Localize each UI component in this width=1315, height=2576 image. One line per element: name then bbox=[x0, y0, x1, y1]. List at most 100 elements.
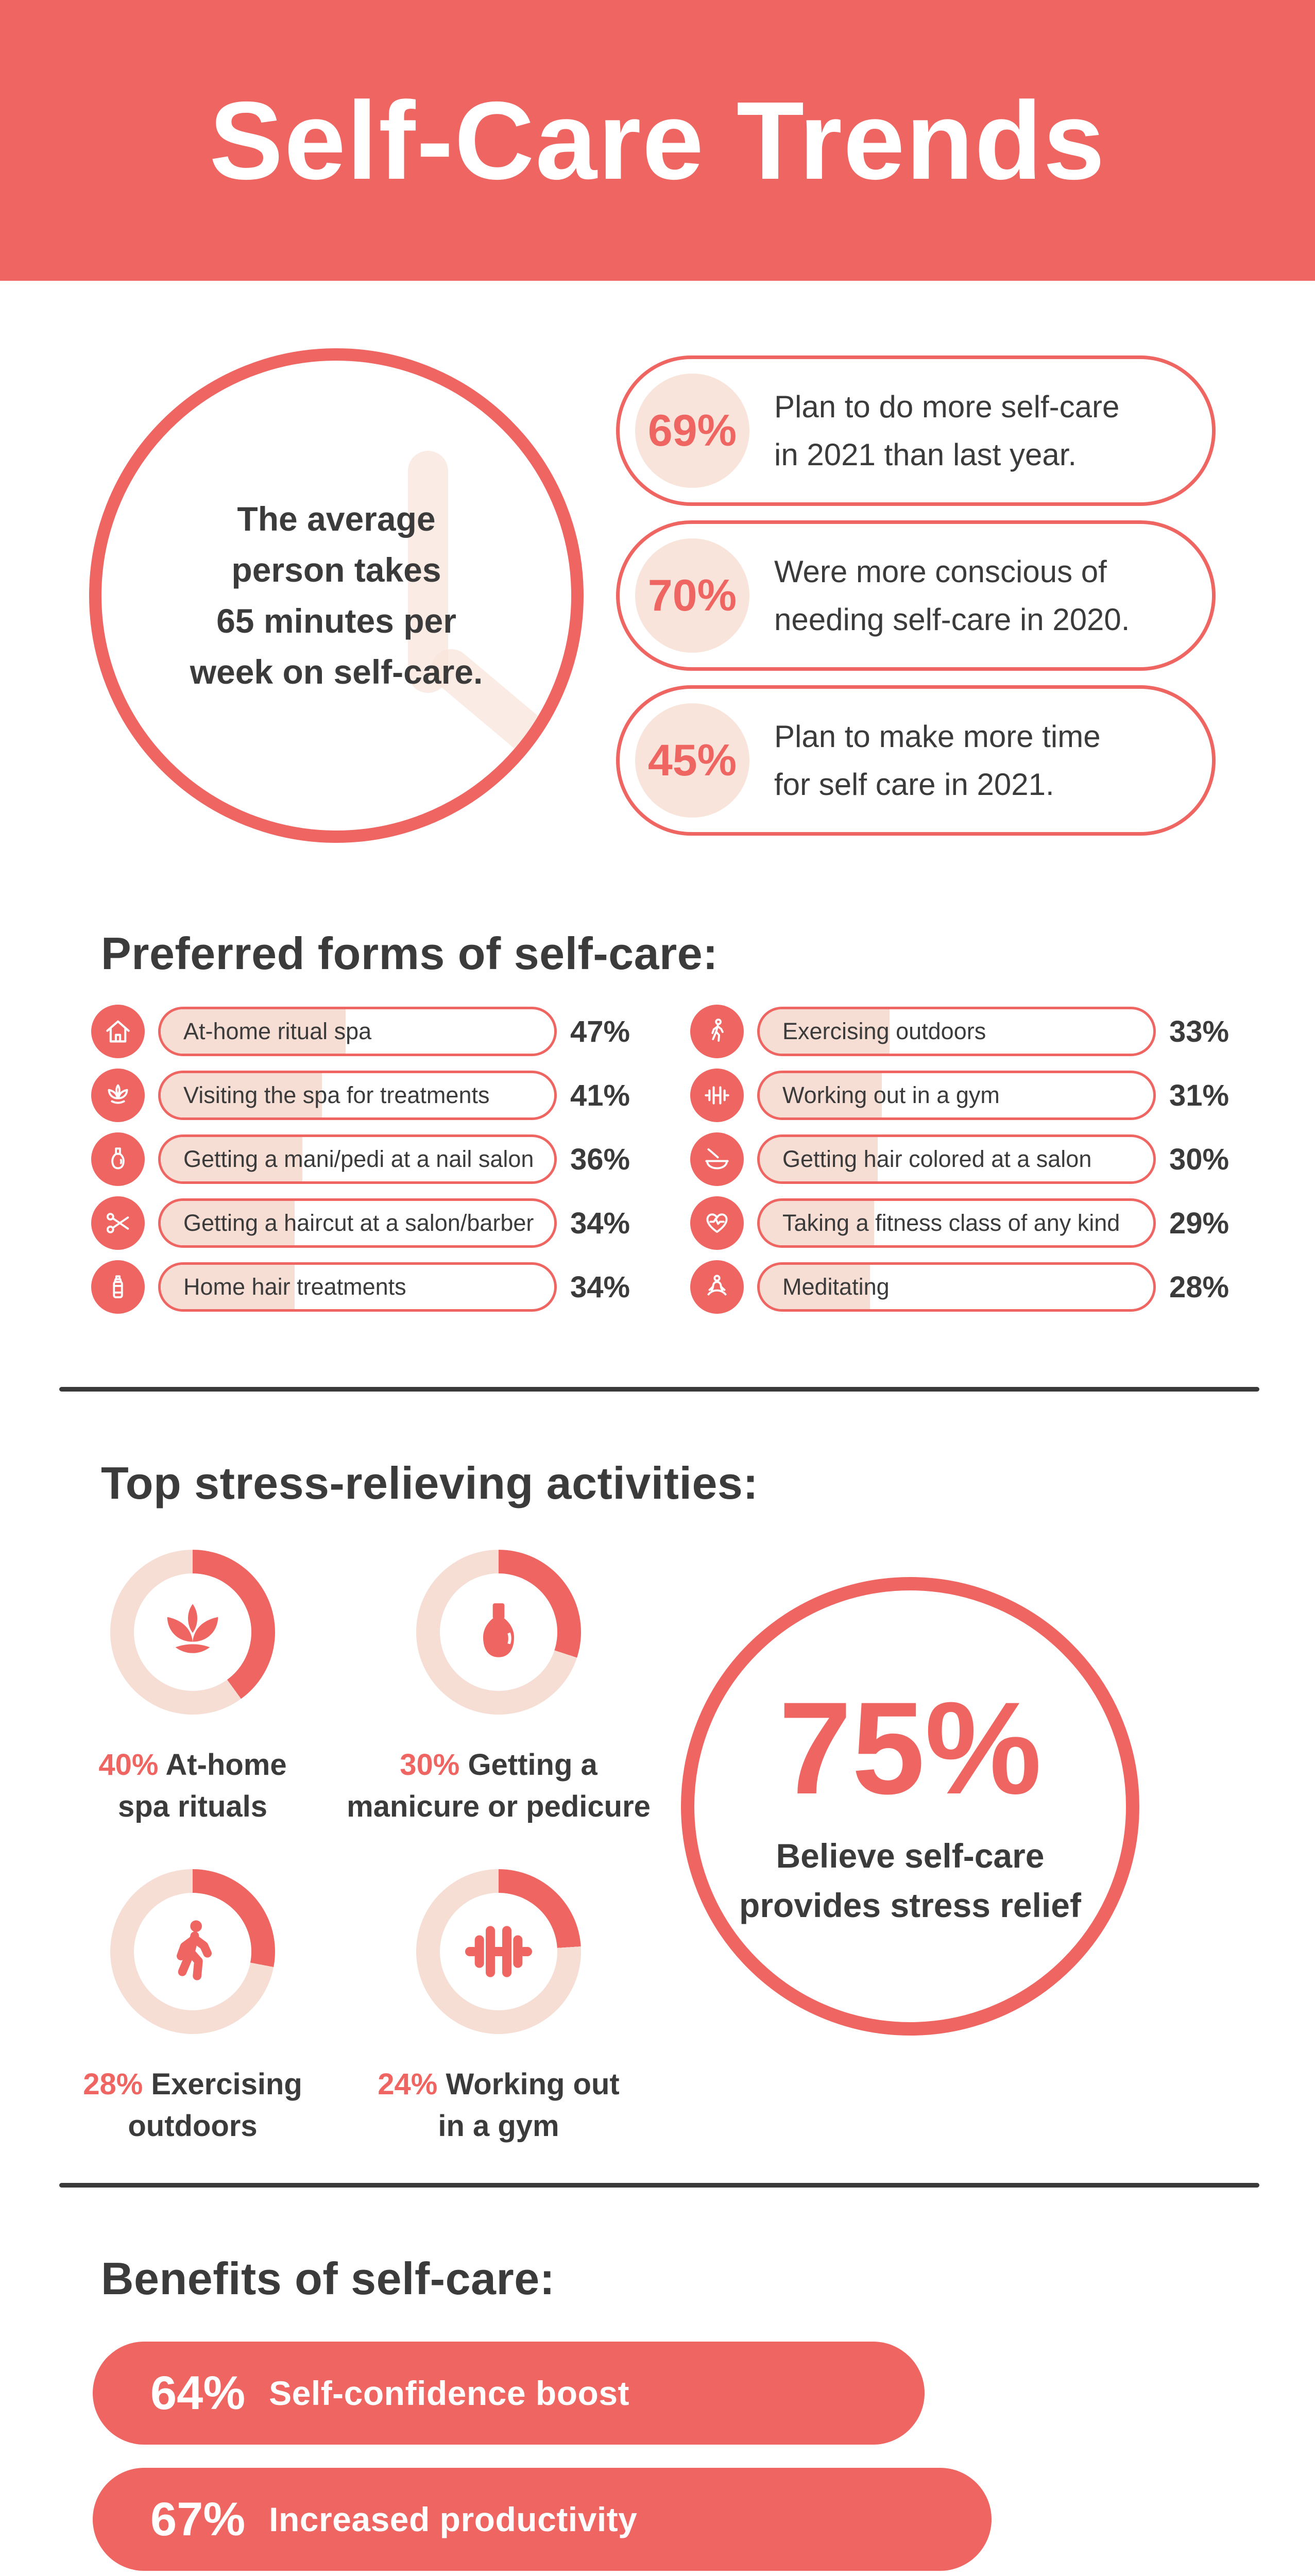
benefit-bar: 67% Increased productivity bbox=[93, 2468, 992, 2571]
pref-bar: Meditating bbox=[757, 1262, 1156, 1312]
list-item: Home hair treatments 34% bbox=[91, 1260, 653, 1314]
pref-value: 47% bbox=[570, 1014, 630, 1048]
header-banner: Self-Care Trends bbox=[0, 0, 1315, 281]
stat-pill: 70% Were more conscious of needing self-… bbox=[616, 520, 1216, 671]
nail-polish-icon bbox=[91, 1132, 145, 1186]
list-item: Taking a fitness class of any kind 29% bbox=[690, 1196, 1252, 1250]
highlight-text: Believe self-care provides stress relief bbox=[739, 1836, 1081, 1924]
pref-bar-fill bbox=[161, 1073, 322, 1117]
pref-value: 36% bbox=[570, 1142, 630, 1176]
pref-label: Getting hair colored at a salon bbox=[782, 1146, 1092, 1172]
pref-bar: Visiting the spa for treatments bbox=[158, 1071, 557, 1120]
list-item: Meditating 28% bbox=[690, 1260, 1252, 1314]
benefits-section-heading: Benefits of self-care: bbox=[101, 2253, 555, 2304]
stat-pill: 45% Plan to make more time for self care… bbox=[616, 685, 1216, 836]
stat-bubble: 70% bbox=[635, 538, 749, 653]
pref-label: Visiting the spa for treatments bbox=[183, 1082, 490, 1108]
donut-chart-exercise-outdoors bbox=[110, 1869, 275, 2034]
donut-label: 30% Getting a manicure or pedicure bbox=[344, 1744, 653, 1827]
donut-value: 40% bbox=[98, 1748, 159, 1782]
pref-bar: Home hair treatments bbox=[158, 1262, 557, 1312]
benefit-bar: 64% Self-confidence boost bbox=[93, 2342, 925, 2445]
pref-label: Taking a fitness class of any kind bbox=[782, 1210, 1120, 1236]
list-item: Working out in a gym 31% bbox=[690, 1069, 1252, 1122]
list-item: Exercising outdoors 33% bbox=[690, 1005, 1252, 1058]
donut-chart-manicure bbox=[416, 1550, 581, 1715]
stat-pill: 69% Plan to do more self-care in 2021 th… bbox=[616, 355, 1216, 506]
stat-value: 45% bbox=[647, 735, 737, 785]
walking-icon bbox=[690, 1005, 744, 1058]
pref-bar: Working out in a gym bbox=[757, 1071, 1156, 1120]
hair-product-icon bbox=[91, 1260, 145, 1314]
pref-label: Exercising outdoors bbox=[782, 1018, 986, 1044]
list-item: Getting a haircut at a salon/barber 34% bbox=[91, 1196, 653, 1250]
stat-text: Were more conscious of needing self-care… bbox=[774, 554, 1130, 637]
nail-polish-icon bbox=[440, 1573, 557, 1691]
pref-bar: Taking a fitness class of any kind bbox=[757, 1198, 1156, 1248]
dumbbell-icon bbox=[690, 1069, 744, 1122]
pref-value: 28% bbox=[1169, 1270, 1229, 1304]
donut-value: 30% bbox=[400, 1748, 460, 1782]
pref-bar: Getting a haircut at a salon/barber bbox=[158, 1198, 557, 1248]
benefit-label: Increased productivity bbox=[269, 2500, 638, 2538]
dumbbell-icon bbox=[440, 1893, 557, 2010]
donut-text: Working out in a gym bbox=[438, 2067, 620, 2143]
preferred-list-right: Exercising outdoors 33% Working out in a… bbox=[690, 1005, 1252, 1324]
hair-color-icon bbox=[690, 1132, 744, 1186]
donut-text: At-home spa rituals bbox=[117, 1748, 287, 1824]
stat-text: Plan to do more self-care in 2021 than l… bbox=[774, 389, 1120, 472]
pref-label: At-home ritual spa bbox=[183, 1018, 372, 1044]
pref-label: Home hair treatments bbox=[183, 1274, 406, 1300]
donut-label: 24% Working out in a gym bbox=[370, 2063, 627, 2147]
stat-bubble: 45% bbox=[635, 703, 749, 818]
pref-label: Working out in a gym bbox=[782, 1082, 1000, 1108]
section-divider bbox=[59, 1387, 1259, 1392]
average-time-circle: The average person takes 65 minutes per … bbox=[89, 348, 584, 843]
scissors-icon bbox=[91, 1196, 145, 1250]
stat-text: Plan to make more time for self care in … bbox=[774, 719, 1101, 802]
average-time-text: The average person takes 65 minutes per … bbox=[190, 500, 483, 691]
pref-bar-fill bbox=[161, 1137, 303, 1181]
stat-bubble: 69% bbox=[635, 374, 749, 488]
pref-bar-fill bbox=[161, 1265, 295, 1309]
benefit-label: Self-confidence boost bbox=[269, 2374, 630, 2412]
list-item: Getting hair colored at a salon 30% bbox=[690, 1132, 1252, 1186]
donut-chart-at-home-spa bbox=[110, 1550, 275, 1715]
lotus-icon bbox=[91, 1069, 145, 1122]
pref-value: 33% bbox=[1169, 1014, 1229, 1048]
donut-label: 28% Exercising outdoors bbox=[79, 2063, 306, 2147]
pref-value: 30% bbox=[1169, 1142, 1229, 1176]
lotus-icon bbox=[134, 1573, 251, 1691]
pref-value: 34% bbox=[570, 1206, 630, 1240]
pref-bar: Getting a mani/pedi at a nail salon bbox=[158, 1134, 557, 1184]
pref-bar-fill bbox=[760, 1009, 890, 1054]
pref-value: 29% bbox=[1169, 1206, 1229, 1240]
pref-bar-fill bbox=[760, 1201, 874, 1245]
pref-bar-fill bbox=[161, 1201, 295, 1245]
highlight-value: 75% bbox=[778, 1674, 1042, 1822]
preferred-list-left: At-home ritual spa 47% Visiting the spa … bbox=[91, 1005, 653, 1324]
benefit-value: 67% bbox=[150, 2493, 246, 2546]
donut-label: 40% At-home spa rituals bbox=[84, 1744, 301, 1827]
house-icon bbox=[91, 1005, 145, 1058]
pref-label: Meditating bbox=[782, 1274, 890, 1300]
pref-bar-fill bbox=[760, 1265, 870, 1309]
meditation-icon bbox=[690, 1260, 744, 1314]
list-item: At-home ritual spa 47% bbox=[91, 1005, 653, 1058]
section-divider bbox=[59, 2183, 1259, 2188]
pref-value: 41% bbox=[570, 1078, 630, 1112]
list-item: Getting a mani/pedi at a nail salon 36% bbox=[91, 1132, 653, 1186]
page-title: Self-Care Trends bbox=[209, 78, 1106, 202]
fitness-heart-icon bbox=[690, 1196, 744, 1250]
benefit-value: 64% bbox=[150, 2366, 246, 2419]
donut-text: Exercising outdoors bbox=[128, 2067, 302, 2143]
donut-chart-gym bbox=[416, 1869, 581, 2034]
pref-value: 34% bbox=[570, 1270, 630, 1304]
pref-bar-fill bbox=[161, 1009, 346, 1054]
preferred-section-heading: Preferred forms of self-care: bbox=[101, 928, 719, 979]
pref-bar: Exercising outdoors bbox=[757, 1007, 1156, 1056]
pref-label: Getting a haircut at a salon/barber bbox=[183, 1210, 534, 1236]
stat-value: 70% bbox=[647, 570, 737, 620]
stat-value: 69% bbox=[647, 405, 737, 455]
